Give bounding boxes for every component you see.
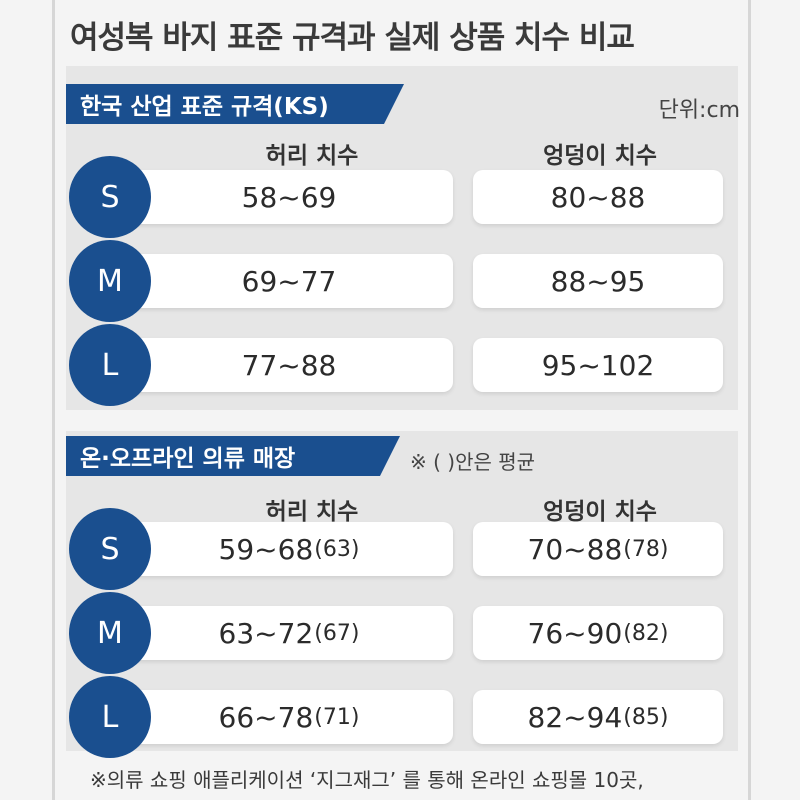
store-size-s-badge: S (69, 508, 151, 590)
ks-size-l-badge: L (69, 324, 151, 406)
store-l-waist-average: (71) (314, 704, 360, 730)
store-s-hip-average: (78) (623, 536, 669, 562)
store-section-header: 온·오프라인 의류 매장 (66, 436, 400, 476)
store-s-waist-value: 59~68 (63) (125, 522, 453, 576)
unit-label: 단위:cm (658, 98, 740, 123)
average-note: ※ ( )안은 평균 (410, 450, 536, 474)
ks-m-waist-value: 69~77 (125, 254, 453, 308)
page-title: 여성복 바지 표준 규격과 실제 상품 치수 비교 (70, 20, 635, 56)
store-s-waist-average: (63) (314, 536, 360, 562)
store-m-hip-value: 76~90 (82) (473, 606, 723, 660)
source-footnote: ※의류 쇼핑 애플리케이션 ‘지그재그’ 를 통해 온라인 쇼핑몰 10곳, (90, 768, 644, 792)
right-frame-line (748, 0, 751, 800)
store-hip-column-header: 엉덩이 치수 (543, 499, 657, 525)
store-m-waist-value: 63~72 (67) (125, 606, 453, 660)
ks-l-hip-value: 95~102 (473, 338, 723, 392)
ks-waist-column-header: 허리 치수 (265, 143, 359, 169)
store-size-l-badge: L (69, 676, 151, 758)
ks-m-hip-value: 88~95 (473, 254, 723, 308)
left-frame-line (52, 0, 55, 800)
store-l-hip-value: 82~94 (85) (473, 690, 723, 744)
store-m-waist-average: (67) (314, 620, 360, 646)
store-size-m-badge: M (69, 592, 151, 674)
store-waist-column-header: 허리 치수 (265, 499, 359, 525)
ks-size-s-badge: S (69, 156, 151, 238)
store-l-waist-value: 66~78 (71) (125, 690, 453, 744)
store-m-hip-average: (82) (623, 620, 669, 646)
ks-l-waist-value: 77~88 (125, 338, 453, 392)
store-s-hip-value: 70~88 (78) (473, 522, 723, 576)
ks-section-header: 한국 산업 표준 규격(KS) (66, 84, 404, 124)
ks-hip-column-header: 엉덩이 치수 (543, 143, 657, 169)
ks-s-hip-value: 80~88 (473, 170, 723, 224)
ks-s-waist-value: 58~69 (125, 170, 453, 224)
store-l-hip-average: (85) (623, 704, 669, 730)
ks-size-m-badge: M (69, 240, 151, 322)
